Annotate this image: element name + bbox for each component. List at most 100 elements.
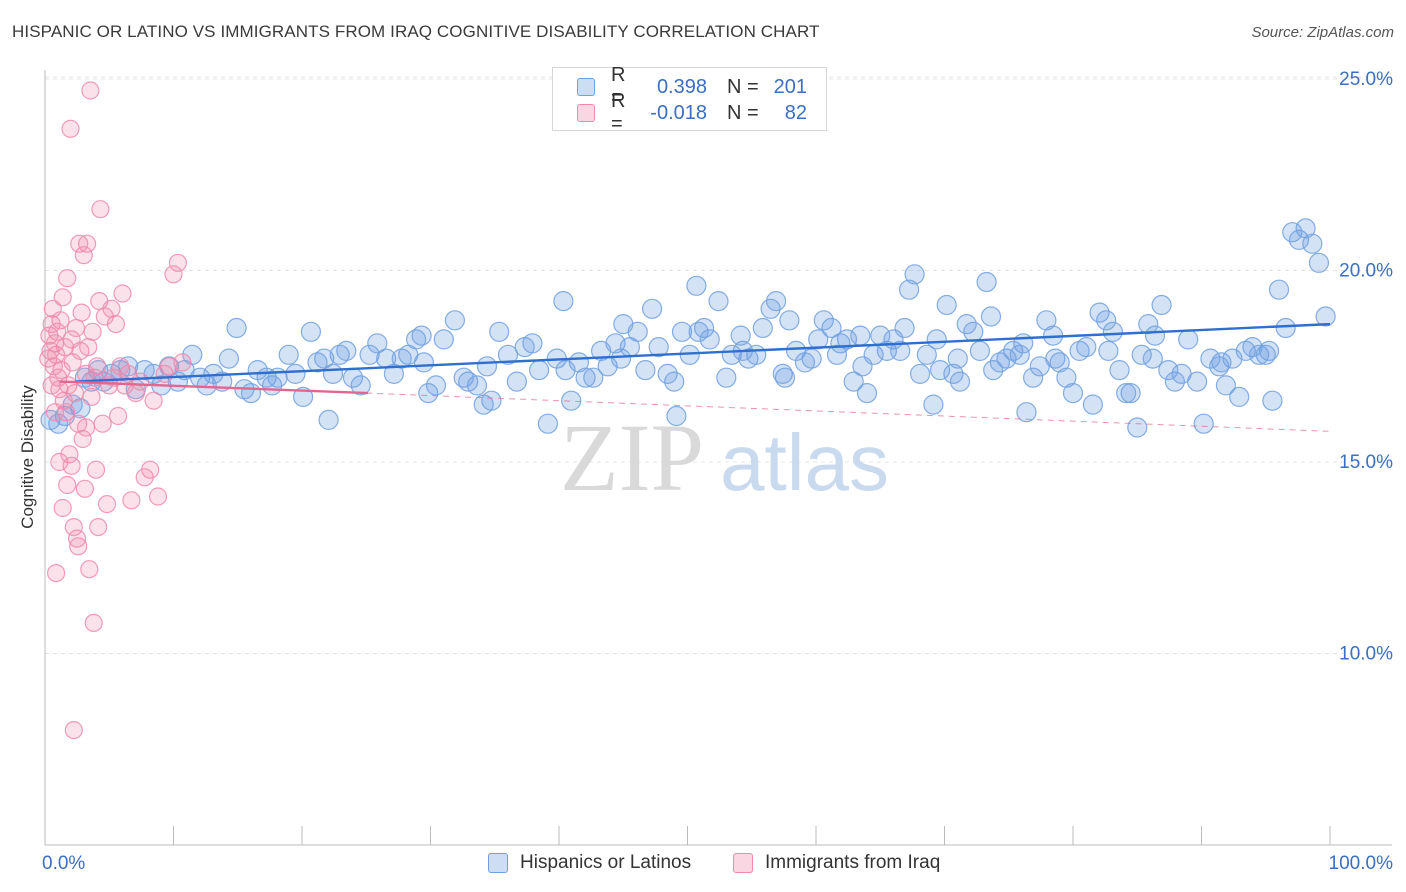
hispanics-point: [1009, 344, 1030, 365]
hispanics-point: [1076, 337, 1097, 358]
hispanics-point: [1016, 402, 1037, 423]
hispanics-point: [1069, 340, 1090, 361]
watermark-atlas: atlas: [720, 418, 889, 507]
hispanics-point: [1275, 317, 1296, 339]
hispanics-point: [226, 317, 247, 339]
series-legend: Hispanics or Latinos Immigrants from Ira…: [0, 852, 1406, 876]
hispanics-point: [1036, 310, 1057, 331]
hispanics-point: [583, 367, 604, 388]
hispanics-point: [693, 317, 715, 339]
correlation-legend: R = 0.398 N = 201 R = -0.018 N = 82: [552, 64, 827, 135]
iraq-point: [72, 303, 91, 322]
iraq-point: [106, 315, 126, 334]
hispanics-point: [425, 375, 447, 396]
iraq-point: [144, 391, 163, 410]
hispanics-point: [909, 363, 931, 384]
hispanics-point: [963, 321, 984, 342]
hispanics-point: [648, 337, 669, 358]
iraq-point: [69, 537, 88, 556]
hispanics-point: [391, 348, 412, 369]
hispanics-point: [1120, 383, 1141, 404]
iraq-point: [87, 357, 107, 376]
iraq-point: [122, 491, 141, 510]
iraq-point: [80, 560, 99, 579]
hispanics-point: [322, 363, 344, 384]
iraq-point: [93, 414, 112, 433]
hispanics-point: [1295, 218, 1316, 239]
iraq-point: [51, 311, 70, 330]
hispanics-point: [329, 344, 350, 365]
hispanics-point: [627, 321, 648, 342]
hispanics-point: [537, 413, 559, 434]
legend-row-iraq: R = -0.018 N = 82: [577, 90, 807, 135]
trend-lines: [59, 322, 1331, 432]
iraq-trend-line: [59, 380, 369, 395]
hispanics-point: [350, 375, 371, 396]
source-label: Source: ZipAtlas.com: [1251, 24, 1394, 41]
y-axis-label: Cognitive Disability: [18, 385, 37, 529]
hispanics-point: [826, 344, 848, 365]
hispanics-point: [1127, 417, 1148, 438]
hispanics-point: [1229, 386, 1250, 407]
hispanics-point: [949, 371, 971, 392]
iraq-point: [91, 200, 110, 219]
iraq-point: [79, 338, 98, 357]
n-value: 201: [773, 75, 807, 98]
tick-labels: 10.0% 15.0% 20.0% 25.0% 0.0% 100.0%: [42, 69, 1393, 874]
iraq-point: [97, 495, 117, 514]
legend-swatch-hispanics: [577, 78, 595, 96]
iraq-point: [45, 403, 65, 422]
hispanics-point: [444, 310, 465, 331]
hispanics-point: [664, 371, 685, 392]
hispanics-point: [1193, 413, 1214, 434]
y-tick-label: 10.0%: [1339, 644, 1393, 665]
hispanics-point: [801, 348, 822, 369]
r-label: R =: [611, 64, 626, 109]
hispanics-point: [1258, 340, 1280, 361]
iraq-point: [60, 445, 79, 464]
hispanics-point: [843, 371, 864, 392]
hispanics-point: [411, 325, 432, 346]
iraq-point: [50, 452, 69, 472]
hispanics-point: [610, 348, 632, 369]
hispanics-point: [1089, 302, 1110, 323]
iraq-point: [67, 529, 87, 548]
hispanics-point: [635, 360, 656, 381]
hispanics-point: [1302, 233, 1323, 254]
legend-item-iraq[interactable]: Immigrants from Iraq: [733, 852, 940, 874]
hispanics-point: [765, 291, 787, 312]
hispanics-point: [1109, 360, 1130, 381]
y-tick-label: 25.0%: [1339, 69, 1393, 90]
hispanics-point: [1151, 294, 1172, 316]
iraq-point: [76, 418, 96, 437]
hispanics-point: [481, 390, 502, 411]
iraq-point: [61, 119, 80, 138]
iraq-point: [58, 475, 77, 495]
iraq-point: [46, 563, 66, 583]
hispanics-point: [943, 363, 964, 384]
hispanics-point: [641, 298, 663, 319]
hispanics-point: [1096, 310, 1117, 331]
hispanics-point: [779, 310, 800, 331]
legend-item-hispanics[interactable]: Hispanics or Latinos: [488, 852, 691, 874]
hispanics-point: [1022, 367, 1044, 388]
hispanics-point: [821, 317, 842, 339]
hispanics-point: [1142, 348, 1163, 369]
hispanics-point: [894, 317, 915, 339]
hispanics-point: [1144, 325, 1166, 346]
iraq-point: [64, 517, 83, 537]
hispanics-point: [314, 348, 335, 369]
hispanics-point: [1211, 352, 1232, 373]
iraq-point: [173, 353, 192, 372]
iraq-point: [84, 613, 103, 633]
hispanics-point: [367, 333, 388, 354]
iraq-point: [141, 460, 160, 479]
hispanics-point: [555, 360, 576, 381]
hispanics-point: [413, 352, 434, 373]
hispanics-point: [794, 352, 816, 373]
watermark: ZIP atlas: [560, 404, 889, 511]
hispanics-point: [1116, 383, 1137, 404]
hispanics-point: [980, 306, 1002, 327]
hispanics-point: [1235, 340, 1256, 361]
